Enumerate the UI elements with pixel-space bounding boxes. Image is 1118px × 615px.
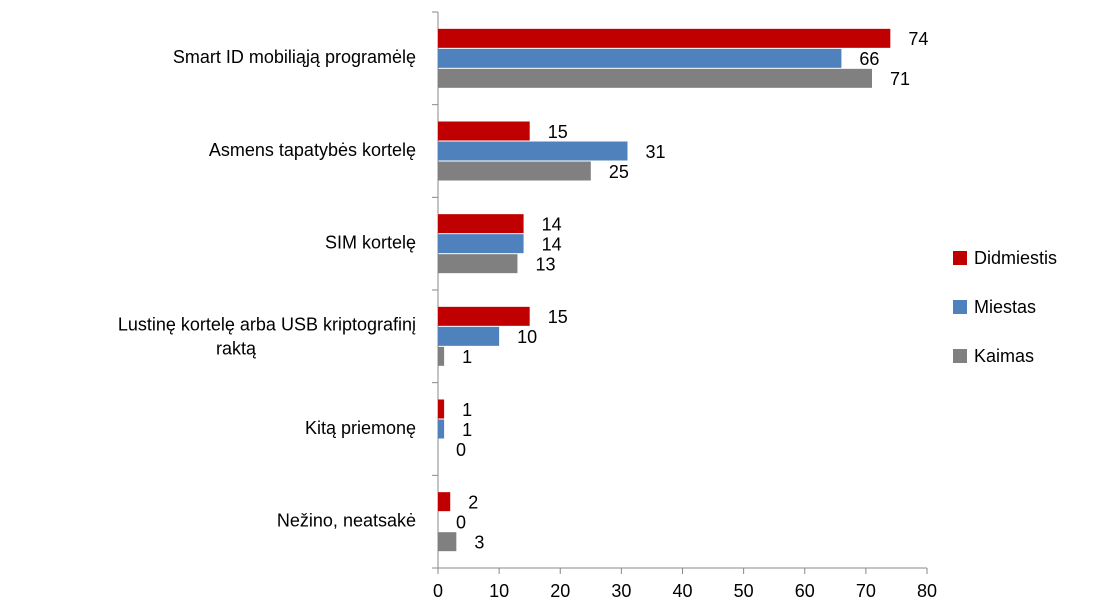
data-label: 1 <box>462 400 472 420</box>
bar <box>438 234 524 254</box>
x-tick-label: 0 <box>433 581 443 601</box>
data-label: 1 <box>462 420 472 440</box>
category-label: Asmens tapatybės kortelę <box>209 140 416 160</box>
bar <box>438 326 500 346</box>
x-tick-label: 50 <box>734 581 754 601</box>
x-tick-label: 20 <box>550 581 570 601</box>
category-label: SIM kortelę <box>325 232 416 252</box>
data-label: 13 <box>535 254 555 274</box>
category-label: Nežino, neatsakė <box>277 510 416 530</box>
x-tick-label: 60 <box>795 581 815 601</box>
bar <box>438 254 518 274</box>
category-label: Kitą priemonę <box>305 418 416 438</box>
bar <box>438 492 451 512</box>
legend-label: Didmiestis <box>974 248 1057 268</box>
bar <box>438 141 628 161</box>
bar <box>438 419 445 439</box>
data-label: 2 <box>468 492 478 512</box>
bar <box>438 48 842 68</box>
bar <box>438 121 530 141</box>
data-label: 14 <box>542 234 562 254</box>
legend-swatch <box>953 300 967 314</box>
x-tick-label: 10 <box>489 581 509 601</box>
data-label: 15 <box>548 122 568 142</box>
bar <box>438 28 891 48</box>
bar <box>438 346 445 366</box>
data-label: 1 <box>462 347 472 367</box>
bar <box>438 399 445 419</box>
data-label: 0 <box>456 512 466 532</box>
bar <box>438 532 457 552</box>
bar <box>438 214 524 234</box>
category-label: Smart ID mobiliąją programėlę <box>173 47 416 67</box>
data-label: 74 <box>908 29 928 49</box>
data-label: 14 <box>542 214 562 234</box>
x-tick-label: 30 <box>611 581 631 601</box>
bar <box>438 306 530 326</box>
data-label: 25 <box>609 162 629 182</box>
x-tick-label: 70 <box>856 581 876 601</box>
category-label: Lustinę kortelę arba USB kriptografinį ra… <box>118 314 416 358</box>
legend-swatch <box>953 349 967 363</box>
bar <box>438 68 872 88</box>
data-label: 15 <box>548 307 568 327</box>
data-label: 71 <box>890 69 910 89</box>
data-label: 66 <box>859 49 879 69</box>
data-label: 10 <box>517 327 537 347</box>
legend-label: Miestas <box>974 297 1036 317</box>
legend-swatch <box>953 251 967 265</box>
x-tick-label: 80 <box>917 581 937 601</box>
legend-label: Kaimas <box>974 346 1034 366</box>
bar <box>438 161 591 181</box>
data-label: 0 <box>456 440 466 460</box>
data-label: 31 <box>645 142 665 162</box>
x-tick-label: 40 <box>672 581 692 601</box>
data-label: 3 <box>474 532 484 552</box>
